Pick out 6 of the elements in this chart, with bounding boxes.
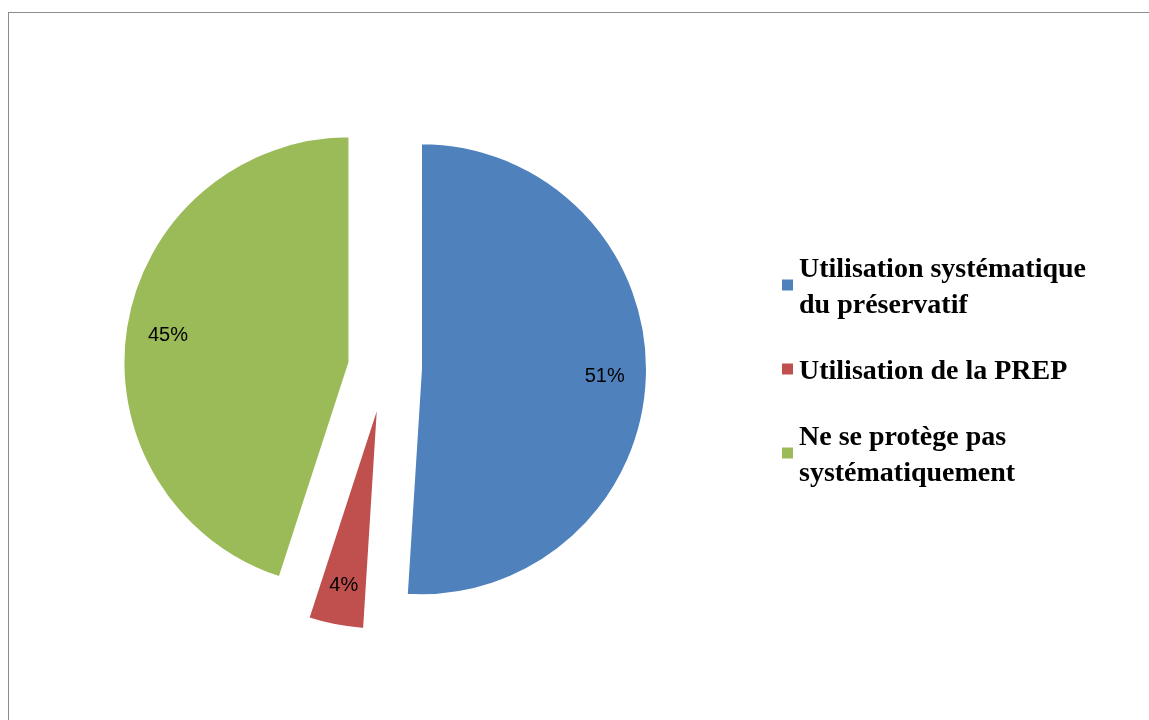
legend-label: Utilisation systématique du préservatif — [799, 251, 1093, 319]
data-label: 4% — [329, 572, 359, 595]
legend-label: Ne se protège pas systématiquement — [799, 419, 1016, 487]
legend-label: Utilisation de la PREP — [799, 353, 1068, 385]
data-label: 51% — [584, 363, 625, 386]
data-label: 45% — [147, 322, 189, 345]
